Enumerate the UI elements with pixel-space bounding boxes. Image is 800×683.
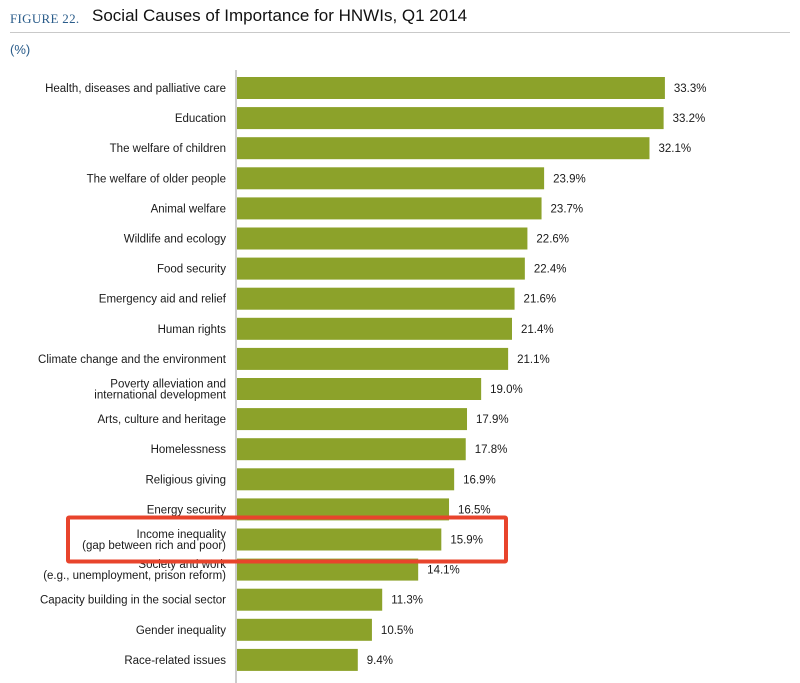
category-label: Homelessness bbox=[151, 444, 227, 456]
category-label-line: Animal welfare bbox=[151, 203, 226, 215]
category-label: Animal welfare bbox=[151, 203, 226, 215]
category-label: Capacity building in the social sector bbox=[40, 595, 226, 607]
category-label-line: Income inequality bbox=[137, 529, 227, 541]
category-label-line: (gap between rich and poor) bbox=[82, 540, 226, 552]
category-label-line: The welfare of older people bbox=[87, 173, 226, 185]
category-label-line: Human rights bbox=[158, 324, 227, 336]
category-label: Energy security bbox=[147, 504, 227, 516]
category-label-line: Religious giving bbox=[145, 474, 226, 486]
bar bbox=[237, 528, 442, 551]
value-label: 22.6% bbox=[536, 234, 569, 246]
bar bbox=[237, 378, 482, 400]
value-label: 16.5% bbox=[458, 504, 491, 516]
category-label: Emergency aid and relief bbox=[99, 294, 227, 306]
value-label: 17.9% bbox=[476, 414, 509, 426]
chart-title: Social Causes of Importance for HNWIs, Q… bbox=[92, 6, 468, 25]
bar bbox=[237, 197, 542, 220]
value-label: 9.4% bbox=[367, 655, 393, 667]
bar bbox=[237, 438, 466, 461]
category-label: Income inequality (gap between rich and p… bbox=[82, 529, 226, 552]
value-label: 10.5% bbox=[381, 625, 414, 637]
value-label: 21.6% bbox=[524, 294, 557, 306]
category-label-line: Capacity building in the social sector bbox=[40, 595, 226, 607]
figure-number: FIGURE 22. bbox=[10, 11, 80, 26]
category-label: The welfare of older people bbox=[87, 173, 226, 185]
value-label: 23.7% bbox=[551, 203, 584, 215]
category-label-line: Energy security bbox=[147, 504, 227, 516]
bar bbox=[237, 77, 665, 99]
category-label-line: Arts, culture and heritage bbox=[98, 414, 227, 426]
value-label: 32.1% bbox=[658, 143, 691, 155]
category-label-line: Climate change and the environment bbox=[38, 354, 227, 366]
value-label: 21.4% bbox=[521, 324, 554, 336]
bar bbox=[237, 468, 455, 491]
value-label: 11.3% bbox=[391, 595, 423, 607]
category-label-line: Poverty alleviation and bbox=[110, 379, 226, 391]
category-label-line: international development bbox=[94, 390, 227, 402]
value-label: 23.9% bbox=[553, 173, 586, 185]
category-label: Gender inequality bbox=[136, 625, 226, 637]
figure-header: FIGURE 22. Social Causes of Importance f… bbox=[10, 6, 790, 33]
category-label-line: The welfare of children bbox=[110, 143, 226, 155]
bar bbox=[237, 317, 512, 340]
value-label: 17.8% bbox=[475, 444, 508, 456]
bar bbox=[237, 257, 525, 280]
category-label-line: Food security bbox=[157, 264, 226, 276]
category-label-line: Emergency aid and relief bbox=[99, 294, 227, 306]
bar bbox=[237, 498, 450, 521]
category-label: Arts, culture and heritage bbox=[98, 414, 227, 426]
category-label: Health, diseases and palliative care bbox=[45, 83, 226, 95]
bar bbox=[237, 287, 515, 310]
bar bbox=[237, 167, 545, 190]
value-label: 16.9% bbox=[463, 474, 496, 486]
category-label: Climate change and the environment bbox=[38, 354, 227, 366]
category-label-line: Education bbox=[175, 113, 226, 125]
category-label-line: (e.g., unemployment, prison reform) bbox=[43, 570, 226, 582]
bar bbox=[237, 648, 358, 671]
category-label: Education bbox=[175, 113, 226, 125]
bar bbox=[237, 227, 528, 250]
value-label: 19.0% bbox=[490, 384, 523, 396]
value-label: 15.9% bbox=[450, 535, 483, 547]
category-label: Religious giving bbox=[145, 474, 226, 486]
bar bbox=[237, 588, 383, 611]
value-label: 22.4% bbox=[534, 264, 567, 276]
value-label: 14.1% bbox=[427, 565, 460, 577]
category-label-line: Wildlife and ecology bbox=[124, 234, 227, 246]
category-label: Human rights bbox=[158, 324, 227, 336]
bar bbox=[237, 347, 509, 370]
category-label: Wildlife and ecology bbox=[124, 234, 227, 246]
category-label-line: Race-related issues bbox=[124, 655, 226, 667]
category-label: Poverty alleviation and international dev… bbox=[94, 379, 227, 402]
highlight-box bbox=[66, 515, 508, 564]
value-label: 33.3% bbox=[674, 83, 707, 95]
bar bbox=[237, 618, 372, 641]
bar bbox=[237, 408, 468, 431]
category-label: Food security bbox=[157, 264, 226, 276]
category-label-line: Gender inequality bbox=[136, 625, 226, 637]
value-label: 33.2% bbox=[673, 113, 706, 125]
category-label-line: Health, diseases and palliative care bbox=[45, 83, 226, 95]
unit-label: (%) bbox=[10, 42, 31, 57]
category-label: Race-related issues bbox=[124, 655, 226, 667]
bar bbox=[237, 107, 664, 130]
category-label-line: Homelessness bbox=[151, 444, 227, 456]
value-label: 21.1% bbox=[517, 354, 550, 366]
bar bbox=[237, 137, 650, 160]
bar bbox=[237, 558, 419, 581]
category-label: The welfare of children bbox=[110, 143, 226, 155]
